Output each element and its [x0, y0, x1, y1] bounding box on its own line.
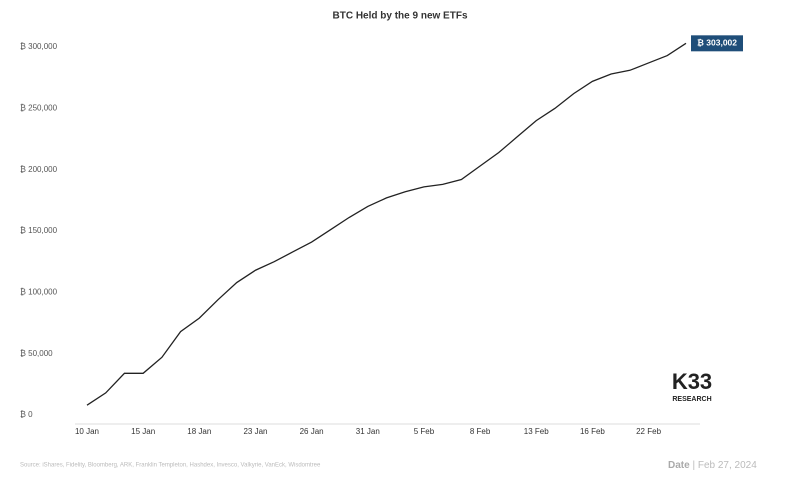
source: Source: iShares, Fidelity, Bloomberg, AR…: [20, 463, 321, 469]
y-tick-label: ₿ 300,000: [20, 42, 58, 51]
x-tick-label: 15 Jan: [131, 427, 155, 436]
date: Date | Feb 27, 2024: [668, 460, 757, 471]
x-tick-label: 5 Feb: [414, 427, 435, 436]
y-tick-label: ₿ 100,000: [20, 287, 58, 296]
y-tick-label: ₿ 150,000: [20, 226, 58, 235]
x-tick-label: 8 Feb: [470, 427, 491, 436]
x-tick-label: 18 Jan: [187, 427, 211, 436]
line: [86, 42, 687, 406]
chart-title: BTC Held by the 9 new ETFs: [332, 11, 467, 22]
date-label: Date: [668, 460, 690, 471]
x-tick-label: 16 Feb: [580, 427, 605, 436]
y-tick-label: ₿ 200,000: [20, 165, 58, 174]
x-tick-label: 31 Jan: [356, 427, 380, 436]
x-tick-label: 26 Jan: [300, 427, 324, 436]
x-tick-label: 23 Jan: [243, 427, 267, 436]
y-tick-label: ₿ 0: [20, 410, 33, 419]
date-value: | Feb 27, 2024: [692, 460, 757, 471]
y-tick-label: ₿ 250,000: [20, 103, 58, 112]
x-tick-label: 10 Jan: [75, 427, 99, 436]
x-tick-label: 13 Feb: [524, 427, 549, 436]
value-label-box: [691, 35, 743, 52]
x-tick-label: 22 Feb: [636, 427, 661, 436]
value-label: ₿ 303,002: [697, 38, 737, 48]
logo-sub: RESEARCH: [672, 396, 711, 403]
y-tick-label: ₿ 50,000: [20, 349, 53, 358]
logo: K33: [672, 369, 712, 394]
